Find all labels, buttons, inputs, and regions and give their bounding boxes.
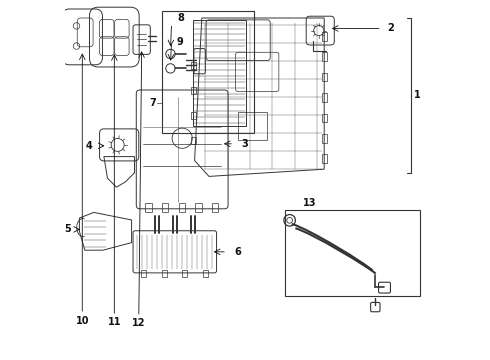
Bar: [238, 112, 267, 140]
Bar: [322, 154, 327, 163]
Text: 7: 7: [149, 98, 156, 108]
Text: 9: 9: [177, 37, 184, 47]
Bar: [322, 53, 327, 61]
Text: 2: 2: [387, 23, 394, 33]
Text: 3: 3: [242, 139, 248, 149]
Bar: [322, 93, 327, 102]
Bar: [195, 203, 202, 212]
Text: 1: 1: [414, 90, 421, 100]
Bar: [141, 270, 147, 277]
Bar: [322, 73, 327, 81]
Bar: [202, 270, 208, 277]
Text: 12: 12: [132, 318, 146, 328]
Bar: [178, 203, 185, 212]
Bar: [162, 203, 169, 212]
Bar: [182, 270, 187, 277]
Text: 6: 6: [234, 247, 241, 257]
Bar: [285, 210, 419, 296]
Bar: [162, 11, 254, 133]
Text: 8: 8: [177, 13, 184, 23]
Text: 13: 13: [303, 198, 317, 208]
Bar: [322, 32, 327, 41]
Text: 5: 5: [65, 224, 72, 234]
Bar: [322, 114, 327, 122]
Bar: [212, 203, 219, 212]
Text: 10: 10: [75, 316, 89, 326]
Bar: [193, 20, 246, 126]
Bar: [191, 112, 196, 119]
Bar: [162, 270, 167, 277]
Text: 4: 4: [85, 141, 92, 151]
Bar: [145, 203, 152, 212]
Bar: [191, 137, 196, 144]
Text: 11: 11: [108, 317, 121, 327]
Bar: [322, 134, 327, 143]
Bar: [191, 62, 196, 69]
Bar: [191, 87, 196, 94]
